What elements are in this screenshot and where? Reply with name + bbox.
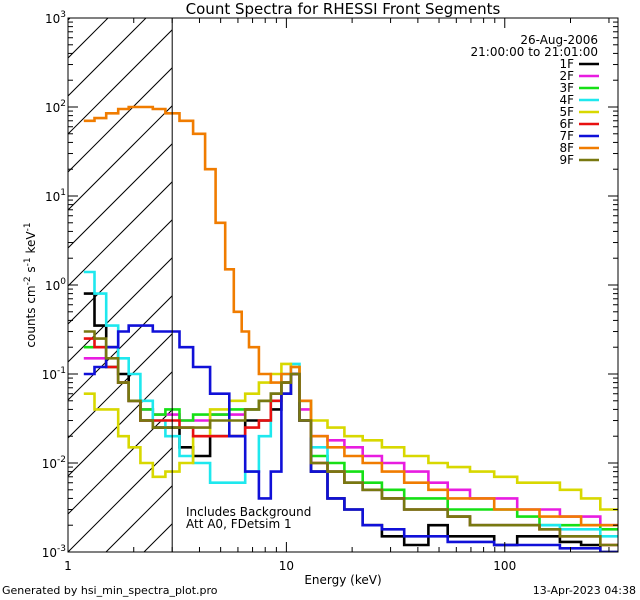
date-label: 26-Aug-2006 (520, 33, 598, 47)
x-axis-label: Energy (keV) (304, 573, 381, 587)
hatch-line (524, 18, 640, 552)
time-range-label: 21:00:00 to 21:01:00 (471, 45, 598, 59)
hatch-line (68, 371, 173, 477)
legend-label-1F: 1F (559, 57, 574, 71)
y-tick-label: 103 (45, 10, 66, 26)
legend-label-9F: 9F (559, 153, 574, 167)
y-axis-label: counts cm-2 s-1 keV-1 (23, 222, 38, 347)
series-line-9F (83, 330, 618, 547)
series-line-3F (83, 345, 618, 531)
hatch-line (68, 105, 173, 211)
y-tick-label: 102 (45, 99, 66, 115)
hatch-line (68, 67, 173, 173)
series-layer (83, 105, 618, 552)
hatch-line (68, 447, 173, 552)
y-tick-label: 10-1 (42, 366, 66, 382)
y-tick-label: 100 (45, 277, 66, 293)
hatch-line (410, 18, 640, 552)
hatch-line (68, 257, 173, 363)
y-tick-label: 10-2 (42, 455, 66, 471)
axis-ticks (67, 17, 618, 553)
legend-label-7F: 7F (559, 129, 574, 143)
y-tick-labels: 10-3 10-2 10-1 100 101 102 103 (42, 10, 67, 560)
series-line-5F (83, 362, 618, 511)
hatch-line (220, 18, 640, 552)
y-tick-label: 101 (45, 188, 66, 204)
footer-generated-by: Generated by hsi_min_spectra_plot.pro (2, 584, 218, 597)
legend-label-5F: 5F (559, 105, 574, 119)
y-tick-label: 10-3 (42, 544, 66, 560)
legend-label-8F: 8F (559, 141, 574, 155)
legend-label-2F: 2F (559, 69, 574, 83)
hatch-line (68, 29, 173, 135)
series-line-2F (83, 357, 618, 527)
chart-title: Count Spectra for RHESSI Front Segments (186, 0, 501, 18)
footer-timestamp: 13-Apr-2023 04:38 (533, 584, 636, 597)
x-tick-label: 10 (279, 559, 294, 573)
hatch-line (68, 219, 173, 325)
legend-label-6F: 6F (559, 117, 574, 131)
series-line-6F (83, 337, 618, 547)
hatch-line (68, 409, 173, 515)
legend-label-3F: 3F (559, 81, 574, 95)
annotation-background: Includes Background (186, 505, 311, 519)
series-line-4F (83, 270, 618, 538)
hatch-line (600, 18, 640, 552)
x-tick-label: 1 (64, 559, 72, 573)
annotation-attenuator: Att A0, FDetsim 1 (186, 517, 292, 531)
x-tick-label: 100 (493, 559, 516, 573)
series-line-7F (83, 324, 618, 552)
legend-label-4F: 4F (559, 93, 574, 107)
series-line-8F (83, 105, 618, 527)
